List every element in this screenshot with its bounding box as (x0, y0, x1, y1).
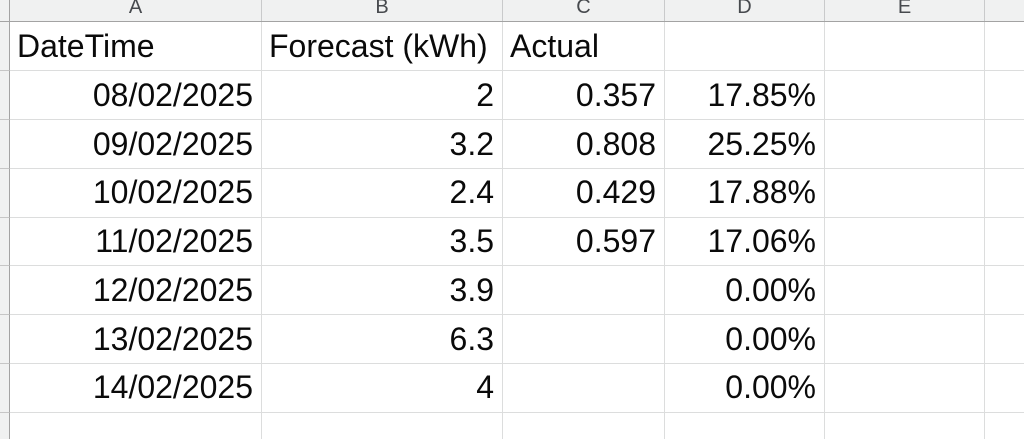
table-row: 08/02/2025 2 0.357 17.85% (0, 71, 1024, 121)
row-header-gutter-top[interactable] (0, 0, 10, 21)
cell-c2-actual[interactable]: 0.357 (503, 71, 665, 121)
cell-f2[interactable] (985, 71, 1024, 121)
table-row: 11/02/2025 3.5 0.597 17.06% (0, 217, 1024, 267)
sheet-rows: DateTime Forecast (kWh) Actual 08/02/202… (0, 22, 1024, 439)
column-header-f-partial[interactable] (985, 0, 1024, 21)
cell-f8[interactable] (985, 364, 1024, 413)
cell-a8-date[interactable]: 14/02/2025 (10, 363, 262, 413)
row-header-stub[interactable] (0, 168, 10, 218)
cell-a4-date[interactable]: 10/02/2025 (10, 168, 262, 218)
column-header-a[interactable]: A (10, 0, 262, 21)
cell-f3[interactable] (985, 120, 1024, 169)
table-row: 12/02/2025 3.9 0.00% (0, 266, 1024, 316)
column-letter-c: C (576, 0, 591, 18)
cell-c6-actual[interactable] (503, 266, 665, 316)
cell-d7-percent[interactable]: 0.00% (665, 315, 825, 364)
cell-d6-percent[interactable]: 0.00% (665, 266, 825, 316)
table-row: 13/02/2025 6.3 0.00% (0, 315, 1024, 364)
cell-f4[interactable] (985, 169, 1024, 218)
cell-f7[interactable] (985, 315, 1024, 364)
cell-a3-date[interactable]: 09/02/2025 (10, 120, 262, 169)
cell-c1-actual-label[interactable]: Actual (503, 22, 665, 72)
column-letter-a: A (128, 0, 143, 18)
table-row: 09/02/2025 3.2 0.808 25.25% (0, 120, 1024, 169)
cell-c5-actual[interactable]: 0.597 (503, 217, 665, 267)
row-header-stub[interactable] (0, 412, 10, 439)
cell-a9[interactable] (10, 412, 262, 439)
cell-a5-date[interactable]: 11/02/2025 (10, 217, 262, 267)
cell-e5[interactable] (825, 217, 985, 267)
table-row: 10/02/2025 2.4 0.429 17.88% (0, 168, 1024, 218)
column-letter-e: E (897, 0, 912, 18)
column-header-d[interactable]: D (665, 0, 825, 21)
cell-a6-date[interactable]: 12/02/2025 (10, 266, 262, 316)
row-header-stub[interactable] (0, 71, 10, 121)
row-header-stub[interactable] (0, 363, 10, 413)
cell-b2-forecast[interactable]: 2 (262, 71, 503, 121)
table-row: 14/02/2025 4 0.00% (0, 363, 1024, 413)
cell-a2-date[interactable]: 08/02/2025 (10, 71, 262, 121)
row-header-stub[interactable] (0, 315, 10, 364)
cell-d2-percent[interactable]: 17.85% (665, 71, 825, 121)
table-row-empty-partial (0, 412, 1024, 439)
cell-b3-forecast[interactable]: 3.2 (262, 120, 503, 169)
column-letter-d: D (737, 0, 752, 18)
column-header-b[interactable]: B (262, 0, 503, 21)
column-header-e[interactable]: E (825, 0, 985, 21)
cell-c4-actual[interactable]: 0.429 (503, 168, 665, 218)
cell-b8-forecast[interactable]: 4 (262, 363, 503, 413)
cell-e6[interactable] (825, 266, 985, 316)
cell-f6[interactable] (985, 266, 1024, 316)
cell-a7-date[interactable]: 13/02/2025 (10, 315, 262, 364)
cell-e4[interactable] (825, 168, 985, 218)
cell-c8-actual[interactable] (503, 363, 665, 413)
cell-f5[interactable] (985, 218, 1024, 267)
cell-f1[interactable] (985, 22, 1024, 72)
cell-b7-forecast[interactable]: 6.3 (262, 315, 503, 364)
row-header-stub[interactable] (0, 266, 10, 316)
cell-c3-actual[interactable]: 0.808 (503, 120, 665, 169)
cell-e8[interactable] (825, 363, 985, 413)
cell-d9[interactable] (665, 412, 825, 439)
row-header-stub[interactable] (0, 22, 10, 72)
cell-e9[interactable] (825, 412, 985, 439)
cell-b5-forecast[interactable]: 3.5 (262, 217, 503, 267)
cell-c7-actual[interactable] (503, 315, 665, 364)
column-header-row: A B C D E (0, 0, 1024, 22)
cell-e1[interactable] (825, 22, 985, 72)
cell-f9[interactable] (985, 413, 1024, 439)
cell-c9[interactable] (503, 412, 665, 439)
row-header-stub[interactable] (0, 217, 10, 267)
cell-d8-percent[interactable]: 0.00% (665, 363, 825, 413)
cell-d4-percent[interactable]: 17.88% (665, 168, 825, 218)
cell-e7[interactable] (825, 315, 985, 364)
column-header-c[interactable]: C (503, 0, 665, 21)
cell-d3-percent[interactable]: 25.25% (665, 120, 825, 169)
cell-e3[interactable] (825, 120, 985, 169)
cell-d5-percent[interactable]: 17.06% (665, 217, 825, 267)
cell-b4-forecast[interactable]: 2.4 (262, 168, 503, 218)
table-header-row: DateTime Forecast (kWh) Actual (0, 22, 1024, 72)
column-letter-b: B (375, 0, 389, 18)
cell-b9[interactable] (262, 412, 503, 439)
cell-e2[interactable] (825, 71, 985, 121)
row-header-stub[interactable] (0, 120, 10, 169)
cell-a1-datetime-label[interactable]: DateTime (10, 22, 262, 72)
cell-b1-forecast-label[interactable]: Forecast (kWh) (262, 22, 503, 72)
cell-b6-forecast[interactable]: 3.9 (262, 266, 503, 316)
cell-d1[interactable] (665, 22, 825, 72)
